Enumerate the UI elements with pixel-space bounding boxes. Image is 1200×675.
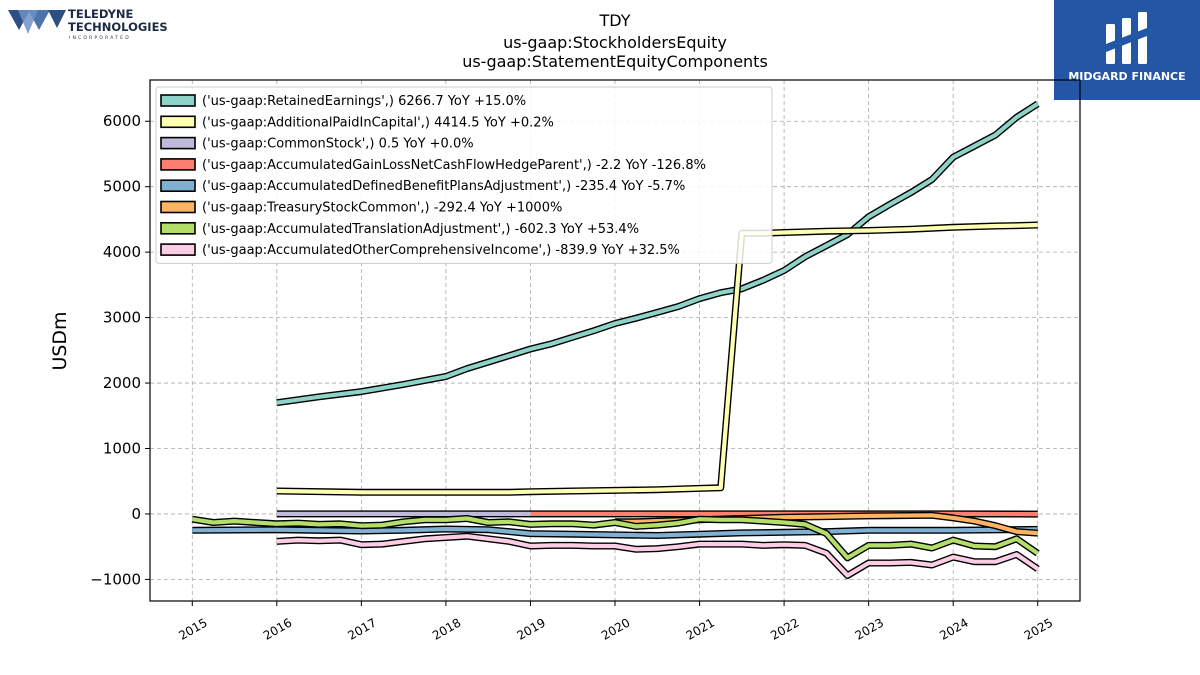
x-tick-label: 2017 (345, 615, 378, 642)
legend-item-3: ('us-gaap:AccumulatedGainLossNetCashFlow… (160, 158, 706, 173)
midgard-finance-text: MIDGARD FINANCE (1068, 70, 1185, 83)
x-tick-label: 2025 (1022, 615, 1055, 642)
legend-item-2: ('us-gaap:CommonStock',) 0.5 YoY +0.0% (160, 136, 474, 152)
legend-label: ('us-gaap:AccumulatedDefinedBenefitPlans… (202, 179, 685, 194)
teledyne-logo-line3: INCORPORATED (69, 35, 131, 41)
legend-label: ('us-gaap:TreasuryStockCommon',) -292.4 … (202, 201, 562, 216)
y-tick-label: 6000 (103, 112, 141, 130)
x-tick-label: 2022 (768, 615, 801, 642)
series-core (192, 526, 1038, 538)
y-tick-label: 1000 (103, 439, 141, 457)
x-tick-label: 2021 (684, 615, 717, 642)
y-tick-label: 5000 (103, 178, 141, 196)
midgard-finance-logo: MIDGARD FINANCE (1054, 0, 1200, 100)
legend-item-1: ('us-gaap:AdditionalPaidInCapital',) 441… (160, 115, 554, 130)
midgard-emblem-icon (1106, 12, 1147, 64)
legend-label: ('us-gaap:AccumulatedTranslationAdjustme… (202, 222, 639, 237)
legend-label: ('us-gaap:AdditionalPaidInCapital',) 441… (202, 115, 554, 130)
legend-swatch (160, 179, 196, 192)
series-line-4 (192, 525, 1038, 539)
legend-label: ('us-gaap:CommonStock',) 0.5 YoY +0.0% (202, 137, 474, 152)
series-core (276, 102, 1039, 405)
legend-label: ('us-gaap:AccumulatedGainLossNetCashFlow… (202, 158, 706, 173)
legend-item-6: ('us-gaap:AccumulatedTranslationAdjustme… (160, 222, 639, 237)
x-tick-label: 2024 (937, 615, 970, 642)
x-tick-label: 2023 (853, 615, 886, 642)
series-core (276, 534, 1039, 578)
teledyne-logo: TELEDYNE TECHNOLOGIES INCORPORATED (8, 7, 168, 41)
legend-swatch (160, 94, 196, 107)
chart-title-line-2: us-gaap:StockholdersEquity (503, 33, 727, 52)
series-line-5 (615, 511, 1038, 537)
chart-title-line-1: TDY (599, 11, 631, 30)
teledyne-emblem-icon (8, 10, 66, 34)
series-line-7 (276, 532, 1040, 579)
y-tick-label: 0 (131, 505, 141, 523)
legend-swatch (160, 115, 196, 129)
series-lines (191, 100, 1040, 579)
legend-label: ('us-gaap:AccumulatedOtherComprehensiveI… (202, 243, 680, 258)
legend-swatch (160, 243, 196, 256)
legend-item-7: ('us-gaap:AccumulatedOtherComprehensiveI… (160, 243, 680, 258)
y-axis-label: USDm (49, 311, 71, 370)
y-tick-label: 2000 (103, 374, 141, 392)
series-core (191, 516, 1039, 560)
legend-swatch (160, 136, 196, 150)
y-axis: −1000 0 1000 2000 3000 4000 5000 6000 (90, 112, 150, 588)
series-core (276, 222, 1038, 495)
legend-item-5: ('us-gaap:TreasuryStockCommon',) -292.4 … (160, 200, 562, 216)
legend-swatch (160, 158, 196, 171)
x-tick-label: 2016 (261, 615, 294, 642)
legend-swatch (160, 222, 196, 235)
series-core (615, 513, 1038, 536)
x-tick-label: 2020 (599, 615, 632, 642)
series-line-1 (276, 221, 1038, 496)
legend-swatch (160, 200, 196, 214)
legend-label: ('us-gaap:RetainedEarnings',) 6266.7 YoY… (202, 94, 526, 109)
x-tick-label: 2015 (176, 615, 209, 642)
x-axis: 2015 2016 2017 2018 2019 2020 2021 2022 2023 2024… (176, 601, 1055, 643)
chart-title-line-3: us-gaap:StatementEquityComponents (462, 52, 768, 71)
chart-title: TDY us-gaap:StockholdersEquity us-gaap:S… (462, 11, 768, 71)
x-tick-label: 2019 (515, 615, 548, 642)
teledyne-logo-line1: TELEDYNE (68, 7, 134, 21)
legend-item-0: ('us-gaap:RetainedEarnings',) 6266.7 YoY… (160, 94, 526, 109)
series-line-0 (276, 100, 1040, 407)
y-tick-label: −1000 (90, 570, 141, 588)
legend-item-4: ('us-gaap:AccumulatedDefinedBenefitPlans… (160, 179, 685, 194)
y-tick-label: 4000 (103, 243, 141, 261)
legend-box (155, 86, 773, 264)
legend: ('us-gaap:RetainedEarnings',) 6266.7 YoY… (155, 86, 773, 264)
series-outline (276, 221, 1038, 496)
x-tick-label: 2018 (430, 615, 463, 642)
y-tick-label: 3000 (103, 309, 141, 327)
series-line-6 (191, 515, 1040, 562)
teledyne-logo-line2: TECHNOLOGIES (68, 20, 168, 34)
